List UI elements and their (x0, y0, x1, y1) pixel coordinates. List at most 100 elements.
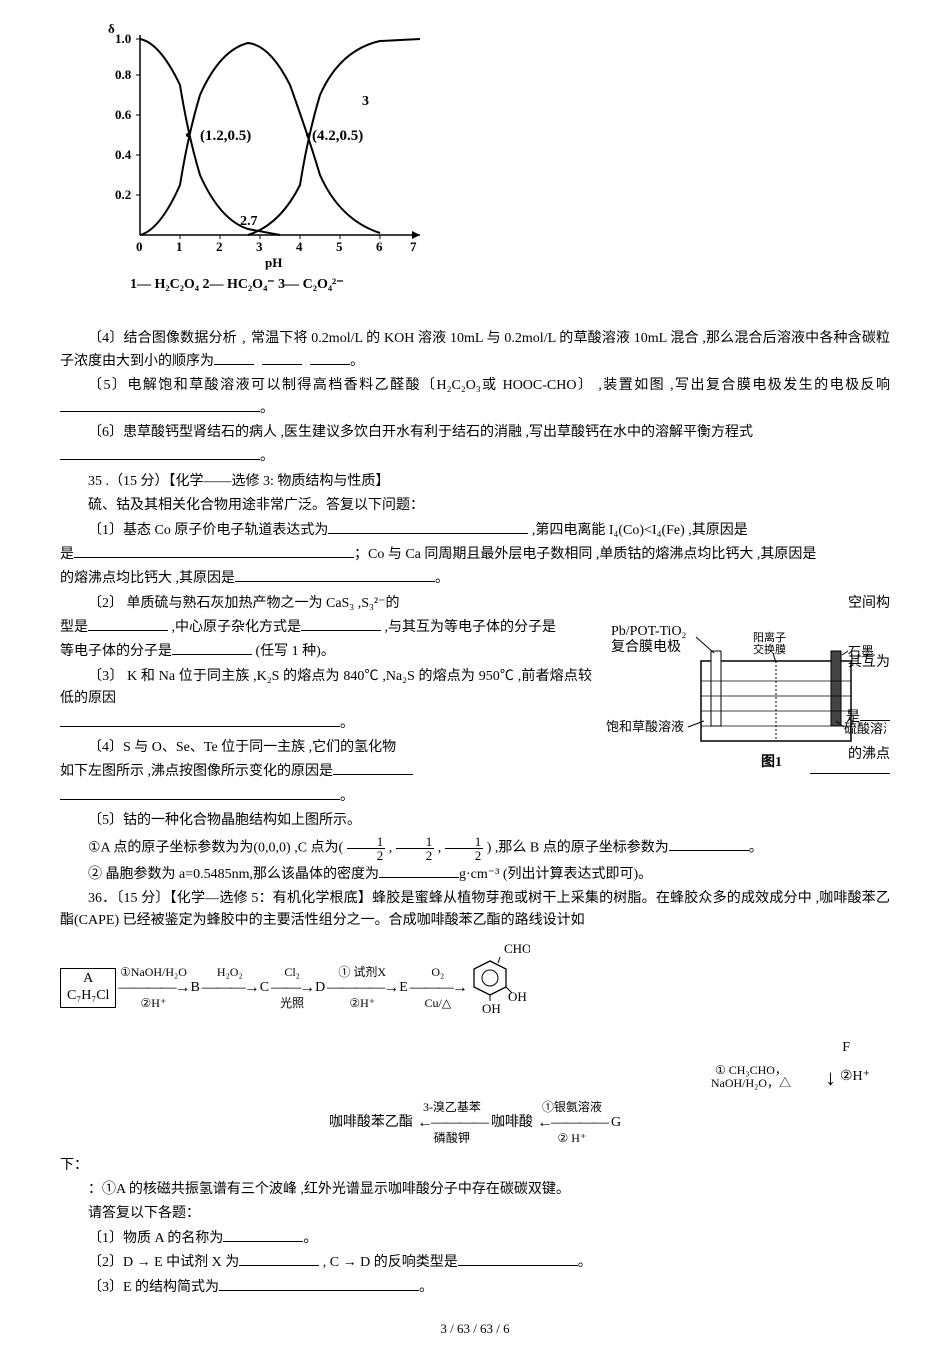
q35-title: 35 .（15 分）【化学——选修 3: 物质结构与性质】 (60, 471, 890, 493)
q35-p3a: 〔3〕 K 和 Na 位于同主族 ,K₂S 的熔点为 840℃ ,Na₂S 的熔… (60, 669, 592, 706)
q35-p2c: ,中心原子杂化方式是 (168, 620, 301, 635)
arrow-1: ①NaOH/H₂O ————→ ②H⁺ (118, 966, 188, 1010)
q36-p3-text: 〔3〕E 的结构简式为 (88, 1280, 219, 1295)
svg-text:3: 3 (362, 94, 369, 109)
box-a-top: A (83, 971, 93, 986)
q35-p4c-line: 。 (60, 786, 592, 808)
svg-text:2.7: 2.7 (240, 214, 258, 229)
label-e: E (399, 977, 408, 999)
arr4-top: ① 试剂X (327, 966, 397, 979)
q5-text: 〔5〕电解饱和草酸溶液可以制得高档香料乙醛酸〔H₂C₂O₃或 HOOC-CHO〕… (60, 375, 890, 420)
diag-bl: 饱和草酸溶液 (606, 719, 684, 734)
arr7-top: 3-溴乙基苯 (417, 1101, 487, 1114)
q35-p5d: 。 (749, 840, 763, 855)
q35-p2-right2: 其互为 (848, 652, 890, 674)
svg-text:pH: pH (265, 255, 282, 270)
benzene-f: CHO OH OH (468, 943, 530, 1033)
arr5-bot: Cu/△ (410, 997, 466, 1010)
diag-caption: 图1 (761, 754, 782, 770)
reaction-scheme: A C₇H₇Cl ①NaOH/H₂O ————→ ②H⁺ B H₂O₂ ———→… (60, 943, 890, 1145)
label-b: B (190, 977, 199, 999)
q4-body: 〔4〕结合图像数据分析﹐常温下将 0.2mol/L 的 KOH 溶液 10mL … (60, 331, 890, 368)
svg-text:(1.2,0.5): (1.2,0.5) (200, 128, 251, 144)
q6-body: 〔6〕患草酸钙型肾结石的病人 ,医生建议多饮白开水有利于结石的消融 ,写出草酸钙… (88, 425, 753, 440)
svg-text:0.4: 0.4 (115, 147, 132, 162)
q36-p1-text: 〔1〕物质 A 的名称为 (88, 1231, 223, 1246)
q36-p2a: 〔2〕D → E 中试剂 X 为 (88, 1255, 239, 1270)
q36-p2: 〔2〕D → E 中试剂 X 为 , C → D 的反响类型是。 (60, 1252, 890, 1274)
svg-text:4: 4 (296, 239, 303, 254)
arr8-bot: ② H⁺ (537, 1132, 607, 1145)
q4-text: 〔4〕结合图像数据分析﹐常温下将 0.2mol/L 的 KOH 溶液 10mL … (60, 328, 890, 373)
svg-text:(4.2,0.5): (4.2,0.5) (312, 128, 363, 144)
svg-text:6: 6 (376, 239, 383, 254)
q35-p2-right1: 空间构 (602, 593, 890, 615)
arr1-top: ①NaOH/H₂O (118, 966, 188, 979)
arr6-right: ②H⁺ (840, 1066, 870, 1088)
q35-p2b-line: 型是 ,中心原子杂化方式是 ,与其互为等电子体的分子是 (60, 617, 592, 639)
q6-blank: 。 (60, 446, 890, 468)
q36-p2b: , C → D 的反响类型是 (319, 1255, 457, 1270)
diag-label-top: Pb/POT-TiO₂ (611, 624, 687, 639)
svg-text:CHO: CHO (504, 943, 530, 956)
svg-text:5: 5 (336, 239, 343, 254)
q35-p1d-line: 的熔沸点均比钙大 ,其原因是。 (60, 568, 890, 590)
product-label: 咖啡酸苯乙酯 (329, 1112, 413, 1134)
q35-p5f: g·cm⁻³ (列出计算表达式即可)。 (459, 867, 652, 882)
q36-title: 36．〔15 分〕【化学—选修 5：有机化学根底】蜂胶是蜜蜂从植物芽孢或树干上采… (60, 888, 890, 933)
q35-p1c-line: 是；Co 与 Ca 同周期且最外层电子数相同 ,单质钴的熔沸点均比钙大 ,其原因… (60, 544, 890, 566)
q35-p3b-line: 。 (60, 713, 592, 735)
q36-p1: 〔1〕物质 A 的名称为。 (60, 1228, 890, 1250)
q35-p5b: ①A 点的原子坐标参数为为(0,0,0) ,C 点为( 12 , 12 , 12… (60, 835, 890, 862)
coffee-label: 咖啡酸 (491, 1112, 533, 1134)
arrow-6: ① CH₃CHO， NaOH/H₂O，△ (681, 1064, 821, 1090)
q36-p3s: 。 (419, 1280, 433, 1295)
q6-text: 〔6〕患草酸钙型肾结石的病人 ,医生建议多饮白开水有利于结石的消融 ,写出草酸钙… (60, 422, 890, 444)
q4-suffix: 。 (350, 354, 364, 369)
q35-p1: 〔1〕基态 Co 原子价电子轨道表达式为 ,第四电离能 I₄(Co)<I₄(Fe… (60, 520, 890, 542)
q5-suffix: 。 (260, 401, 274, 416)
arr5-top: O₂ (410, 966, 466, 979)
arrow-4: ① 试剂X ————→ ②H⁺ (327, 966, 397, 1010)
svg-text:0: 0 (136, 239, 143, 254)
svg-text:3: 3 (256, 239, 263, 254)
box-a: A C₇H₇Cl (60, 968, 116, 1008)
diag-mid2: 交换膜 (753, 642, 786, 656)
arrow-8: ①银氨溶液 ←———— ② H⁺ (537, 1101, 607, 1145)
q35-p3c: 。 (340, 716, 354, 731)
q35-p2a: 〔2〕 单质硫与熟石灰加热产物之一为 CaS₃ ,S₃²⁻的 (88, 596, 399, 611)
arr3-bot: 光照 (271, 997, 313, 1010)
svg-text:0.6: 0.6 (115, 107, 132, 122)
q35-p1c: ；Co 与 Ca 同周期且最外层电子数相同 ,单质钴的熔沸点均比钙大 ,其原因是 (354, 547, 816, 562)
q35-p4b-line: 如下左图所示 ,沸点按图像所示变化的原因是 (60, 761, 592, 783)
label-d: D (315, 977, 325, 999)
q35-p1b: ,第四电离能 I₄(Co)<I₄(Fe) ,其原因是 (528, 523, 747, 538)
page-footer: 3 / 63 / 63 / 6 (60, 1319, 890, 1340)
q35-p1d: 。 (435, 571, 449, 586)
q35-p4: 〔4〕S 与 O、Se、Te 位于同一主族 ,它们的氢化物 (60, 737, 592, 759)
arr6-mid: NaOH/H₂O，△ (711, 1076, 791, 1090)
arr8-top: ①银氨溶液 (537, 1101, 607, 1114)
q35-p2: 〔2〕 单质硫与熟石灰加热产物之一为 CaS₃ ,S₃²⁻的 (60, 593, 592, 615)
q35-intro: 硫、钴及其相关化合物用途非常广泛。答复以下问题： (60, 495, 890, 517)
svg-text:1.0: 1.0 (115, 31, 131, 46)
svg-text:7: 7 (410, 239, 417, 254)
svg-text:0.2: 0.2 (115, 187, 131, 202)
arr7-bot: 磷酸钾 (417, 1132, 487, 1145)
q35-p5a: 〔5〕钴的一种化合物晶胞结构如上图所示。 (60, 810, 890, 832)
svg-text:δ: δ (108, 21, 115, 36)
arr2-top: H₂O₂ (202, 966, 258, 979)
q35-p1a: 〔1〕基态 Co 原子价电子轨道表达式为 (88, 523, 328, 538)
chart-svg: δ 1.0 0.8 0.6 0.4 0.2 0 1 2 3 4 5 6 7 pH (90, 20, 450, 300)
q35-p2e-line: 等电子体的分子是 (任写 1 种)。 (60, 641, 592, 663)
speciation-chart: δ 1.0 0.8 0.6 0.4 0.2 0 1 2 3 4 5 6 7 pH (90, 20, 890, 308)
arr1-bot: ②H⁺ (118, 997, 188, 1010)
q35-p3-right: 是 (846, 707, 890, 729)
q35-p3: 〔3〕 K 和 Na 位于同主族 ,K₂S 的熔点为 840℃ ,Na₂S 的熔… (60, 666, 592, 711)
label-f: F (842, 1037, 850, 1059)
q6-suffix: 。 (260, 449, 274, 464)
arrow-7: 3-溴乙基苯 ←———— 磷酸钾 (417, 1101, 487, 1145)
svg-text:0.8: 0.8 (115, 67, 132, 82)
q35-p2e: (任写 1 种)。 (252, 644, 335, 659)
arrow-3: Cl₂ ——→ 光照 (271, 966, 313, 1010)
